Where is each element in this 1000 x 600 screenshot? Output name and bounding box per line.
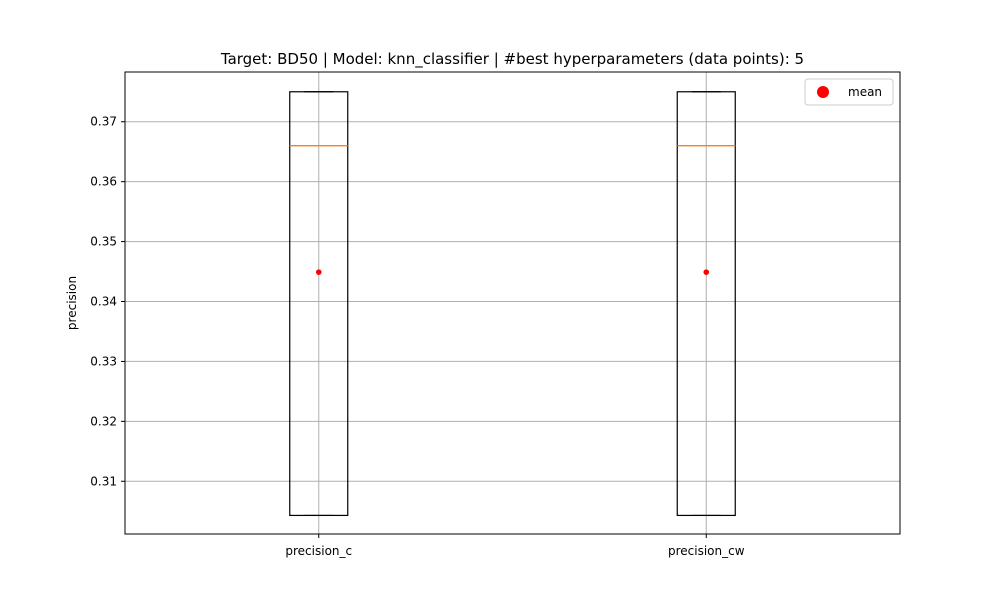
legend-mean-label: mean	[848, 85, 882, 99]
plot-area-frame	[124, 71, 901, 535]
y-tick-label: 0.32	[90, 414, 117, 428]
y-tick-label: 0.34	[90, 295, 117, 309]
legend: mean	[804, 78, 894, 106]
mean-marker	[703, 269, 710, 275]
y-tick-label: 0.35	[90, 235, 117, 249]
mean-marker	[315, 269, 322, 275]
y-tick-label: 0.37	[90, 115, 117, 129]
x-tick-label: precision_cw	[668, 544, 745, 558]
y-axis-ticks: 0.31 0.32 0.33 0.34 0.35 0.36 0.37	[90, 115, 125, 488]
legend-mean-marker	[817, 86, 829, 98]
x-tick-label: precision_c	[285, 544, 352, 558]
y-tick-label: 0.31	[90, 474, 117, 488]
chart-title: Target: BD50 | Model: knn_classifier | #…	[220, 50, 804, 69]
grid-lines	[125, 72, 900, 534]
y-tick-label: 0.33	[90, 354, 117, 368]
legend-frame	[804, 78, 894, 106]
y-axis-label: precision	[65, 276, 79, 330]
y-tick-label: 0.36	[90, 175, 117, 189]
x-axis-ticks: precision_c precision_cw	[285, 534, 745, 558]
boxes	[289, 91, 736, 517]
